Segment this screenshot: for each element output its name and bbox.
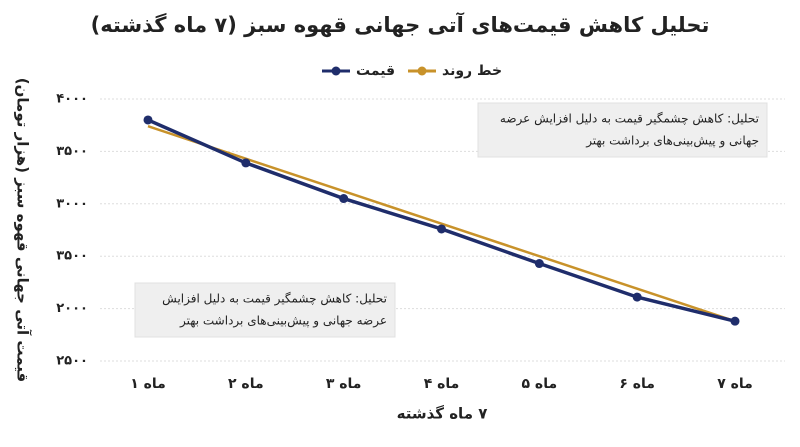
legend-label: خط روند [442, 63, 502, 79]
x-tick-label: ماه ۷ [717, 376, 753, 392]
legend-label: قیمت [356, 63, 395, 79]
price-marker [730, 316, 740, 326]
chart-title: تحلیل کاهش قیمت‌های آتی جهانی قهوه سبز (… [91, 12, 710, 37]
x-tick-label: ماه ۲ [228, 376, 264, 392]
y-tick-label: ۳۵۰۰ [56, 249, 88, 264]
price-marker [339, 194, 349, 204]
price-marker [241, 158, 251, 168]
y-tick-label: ۳۵۰۰ [56, 144, 88, 159]
x-axis-label: ۷ ماه گذشته [397, 405, 488, 423]
y-tick-label: ۴۰۰۰ [56, 92, 88, 107]
price-marker [534, 259, 544, 269]
price-marker [143, 115, 153, 125]
legend-swatch-marker [331, 66, 341, 76]
y-tick-label: ۲۰۰۰ [56, 301, 88, 316]
annotation-box [477, 102, 768, 158]
price-marker [437, 224, 446, 234]
legend-swatch-marker [417, 66, 427, 76]
x-tick-label: ماه ۶ [619, 376, 655, 392]
annotation-text: تحلیل: کاهش چشمگیر قیمت به دلیل افزایش [162, 292, 387, 307]
x-tick-label: ماه ۱ [130, 376, 166, 392]
y-tick-label: ۲۵۰۰ [56, 354, 88, 369]
x-tick-label: ماه ۵ [522, 376, 558, 392]
annotation-box [134, 282, 396, 338]
annotation-text: جهانی و پیش‌بینی‌های برداشت بهتر [585, 134, 759, 149]
annotation-text: تحلیل: کاهش چشمگیر قیمت به دلیل افزایش ع… [500, 112, 759, 127]
annotation-text: عرضه جهانی و پیش‌بینی‌های برداشت بهتر [179, 314, 387, 329]
y-axis-label: قیمت آتی جهانی قهوه سبز (هزار تومان) [14, 78, 32, 382]
x-tick-label: ماه ۳ [326, 376, 362, 392]
x-tick-label: ماه ۴ [424, 376, 460, 392]
y-tick-label: ۳۰۰۰ [56, 196, 88, 211]
price-marker [632, 292, 642, 302]
